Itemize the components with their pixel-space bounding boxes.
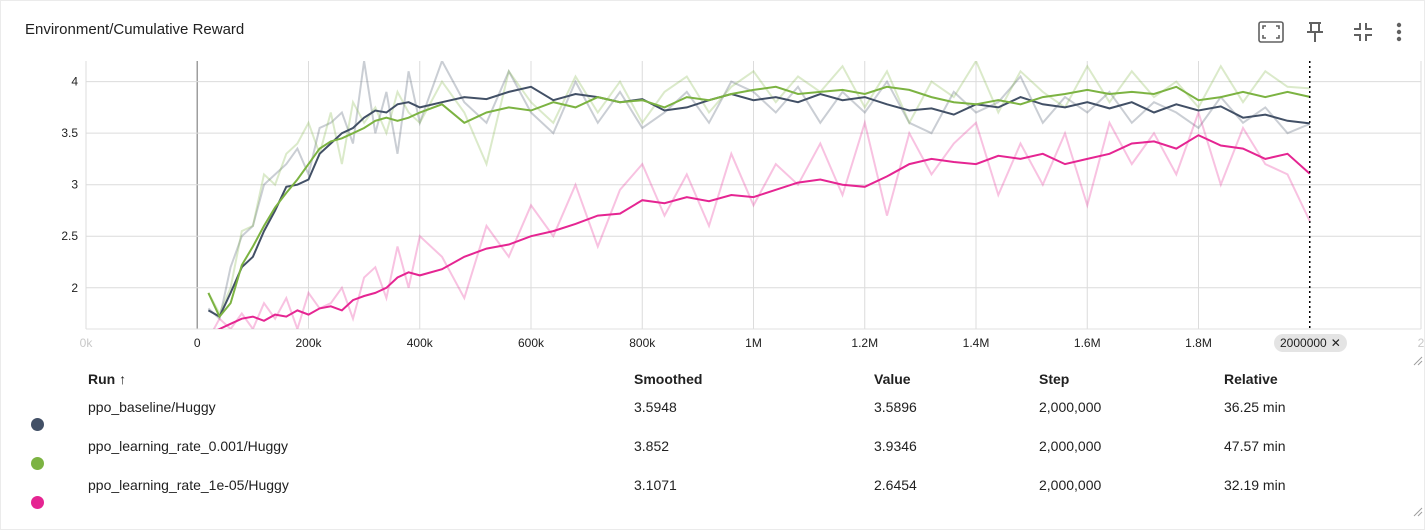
resize-handle-icon[interactable] — [1413, 356, 1423, 366]
col-header-run[interactable]: Run ↑ — [88, 371, 127, 387]
run-color-dot — [31, 457, 44, 470]
col-header-smoothed: Smoothed — [634, 371, 703, 387]
line-chart[interactable]: 0k 0 200k 400k 600k 800k 1M 1.2M 1.4M 1.6M 1.8M 2 2 2… — [1, 1, 1425, 371]
cell-step: 2,000,000 — [1039, 399, 1102, 415]
raw-series-line — [207, 61, 1311, 321]
y-tick-label: 2 — [71, 281, 78, 295]
cell-run: ppo_learning_rate_0.001/Huggy — [88, 438, 289, 454]
cell-relative: 32.19 min — [1224, 477, 1286, 493]
x-tick-label: 600k — [518, 336, 545, 350]
x-tick-label: 800k — [629, 336, 656, 350]
run-color-dot — [31, 418, 44, 431]
more-options-button[interactable] — [1382, 15, 1416, 49]
smoothed-series-line — [217, 134, 1311, 329]
cell-smoothed: 3.5948 — [634, 399, 677, 415]
y-tick-label: 3.5 — [61, 126, 78, 140]
x-tick-label: 1.2M — [851, 336, 878, 350]
smoothed-series-line — [207, 85, 1311, 319]
cell-relative: 47.57 min — [1224, 438, 1286, 454]
col-header-relative: Relative — [1224, 371, 1278, 387]
collapse-icon — [1354, 23, 1372, 41]
x-tick-label: 1.8M — [1185, 336, 1212, 350]
raw-series-line — [207, 61, 1310, 316]
x-tick-label: 1M — [745, 336, 762, 350]
x-tick-label: 1.6M — [1074, 336, 1101, 350]
x-tick-label: 2 — [1418, 336, 1425, 350]
pin-icon — [1307, 22, 1323, 42]
cell-value: 3.5896 — [874, 399, 917, 415]
hover-step-label: 2000000 — [1280, 336, 1327, 350]
pin-button[interactable] — [1298, 15, 1332, 49]
x-tick-label: 1.4M — [963, 336, 990, 350]
cell-run: ppo_baseline/Huggy — [88, 399, 216, 415]
cell-smoothed: 3.852 — [634, 438, 670, 454]
x-tick-label: 0 — [194, 336, 201, 350]
collapse-button[interactable] — [1346, 15, 1380, 49]
cell-value: 3.9346 — [874, 438, 917, 454]
col-header-value: Value — [874, 371, 911, 387]
cell-value: 2.6454 — [874, 477, 917, 493]
plot-area — [207, 61, 1311, 329]
cell-step: 2,000,000 — [1039, 438, 1102, 454]
x-tick-label: 200k — [295, 336, 322, 350]
fullscreen-icon — [1258, 21, 1284, 43]
fullscreen-button[interactable] — [1254, 15, 1288, 49]
y-tick-label: 2.5 — [61, 229, 78, 243]
card-title: Environment/Cumulative Reward — [25, 21, 245, 38]
cell-smoothed: 3.1071 — [634, 477, 677, 493]
x-tick-label: 400k — [407, 336, 434, 350]
resize-handle-icon[interactable] — [1413, 507, 1423, 517]
raw-series-line — [212, 109, 1311, 329]
y-tick-label: 4 — [71, 75, 78, 89]
more-vert-icon — [1396, 22, 1402, 42]
hover-step-badge[interactable]: 2000000 ✕ — [1274, 334, 1347, 352]
cell-run: ppo_learning_rate_1e-05/Huggy — [88, 477, 289, 493]
x-tick-label: 0k — [80, 336, 94, 350]
cell-relative: 36.25 min — [1224, 399, 1286, 415]
run-color-dot — [31, 496, 44, 509]
y-tick-label: 3 — [71, 178, 78, 192]
close-icon[interactable]: ✕ — [1330, 336, 1341, 350]
cell-step: 2,000,000 — [1039, 477, 1102, 493]
col-header-step: Step — [1039, 371, 1070, 387]
